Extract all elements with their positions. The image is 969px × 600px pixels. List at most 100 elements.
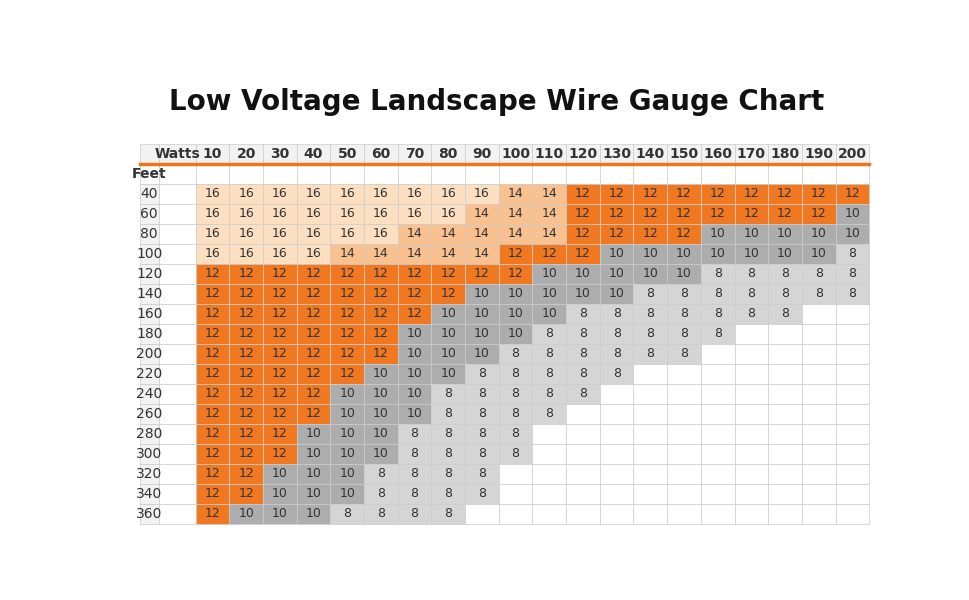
Bar (330, 143, 363, 164)
Text: 16: 16 (204, 187, 220, 200)
Bar (834, 344, 868, 364)
Bar (566, 504, 599, 524)
Bar (140, 164, 158, 184)
Bar (229, 244, 263, 263)
Text: 8: 8 (578, 387, 586, 400)
Bar (498, 304, 532, 324)
Text: 8: 8 (511, 387, 519, 400)
Text: 10: 10 (474, 347, 489, 360)
Bar (498, 464, 532, 484)
Text: 12: 12 (675, 227, 691, 240)
Bar (464, 464, 498, 484)
Text: 8: 8 (848, 247, 856, 260)
Bar (140, 344, 158, 364)
Bar (566, 224, 599, 244)
Bar (330, 284, 363, 304)
Text: 12: 12 (238, 467, 254, 481)
Bar (297, 203, 330, 224)
Bar (196, 203, 229, 224)
Text: 12: 12 (742, 187, 759, 200)
Text: 16: 16 (238, 187, 254, 200)
Text: 12: 12 (406, 267, 422, 280)
Text: 12: 12 (609, 227, 624, 240)
Bar (566, 244, 599, 263)
Bar (532, 184, 566, 203)
Text: 10: 10 (372, 407, 389, 420)
Bar (701, 164, 734, 184)
Text: 12: 12 (609, 207, 624, 220)
Text: 16: 16 (271, 247, 288, 260)
Text: 10: 10 (271, 467, 288, 481)
Bar (734, 244, 767, 263)
Bar (330, 224, 363, 244)
Text: 8: 8 (545, 387, 552, 400)
Text: 8: 8 (814, 287, 822, 300)
Bar (196, 284, 229, 304)
Bar (363, 164, 397, 184)
Bar (633, 404, 667, 424)
Bar (158, 504, 196, 524)
Bar (801, 344, 834, 364)
Text: 200: 200 (136, 347, 162, 361)
Bar (263, 364, 297, 384)
Bar (498, 143, 532, 164)
Text: 16: 16 (305, 207, 321, 220)
Text: 12: 12 (507, 247, 523, 260)
Bar (801, 184, 834, 203)
Bar (158, 404, 196, 424)
Text: 8: 8 (780, 287, 788, 300)
Text: 16: 16 (271, 207, 288, 220)
Bar (734, 164, 767, 184)
Bar (464, 424, 498, 444)
Bar (196, 324, 229, 344)
Bar (263, 344, 297, 364)
Bar (397, 263, 431, 284)
Text: 8: 8 (780, 307, 788, 320)
Text: 8: 8 (444, 508, 452, 520)
Bar (801, 364, 834, 384)
Bar (297, 464, 330, 484)
Bar (633, 263, 667, 284)
Bar (734, 203, 767, 224)
Text: 10: 10 (541, 267, 556, 280)
Text: 280: 280 (136, 427, 163, 441)
Bar (297, 444, 330, 464)
Text: 14: 14 (373, 247, 389, 260)
Bar (801, 143, 834, 164)
Text: 12: 12 (339, 307, 355, 320)
Bar (667, 203, 701, 224)
Text: 8: 8 (848, 287, 856, 300)
Text: 90: 90 (472, 146, 491, 161)
Bar (140, 464, 158, 484)
Bar (767, 484, 801, 504)
Bar (431, 164, 464, 184)
Bar (834, 364, 868, 384)
Text: 10: 10 (641, 267, 658, 280)
Bar (431, 143, 464, 164)
Text: 10: 10 (406, 327, 422, 340)
Text: 16: 16 (305, 187, 321, 200)
Bar (801, 404, 834, 424)
Text: 8: 8 (679, 307, 687, 320)
Bar (140, 504, 158, 524)
Bar (566, 284, 599, 304)
Text: 14: 14 (507, 187, 523, 200)
Bar (263, 203, 297, 224)
Text: 8: 8 (545, 327, 552, 340)
Bar (667, 464, 701, 484)
Bar (158, 203, 196, 224)
Bar (566, 424, 599, 444)
Text: 180: 180 (136, 327, 163, 341)
Bar (701, 444, 734, 464)
Bar (363, 263, 397, 284)
Bar (599, 203, 633, 224)
Bar (734, 344, 767, 364)
Bar (667, 384, 701, 404)
Text: 16: 16 (406, 187, 422, 200)
Bar (158, 464, 196, 484)
Bar (431, 284, 464, 304)
Bar (229, 504, 263, 524)
Text: 8: 8 (478, 427, 485, 440)
Bar (599, 143, 633, 164)
Bar (263, 184, 297, 203)
